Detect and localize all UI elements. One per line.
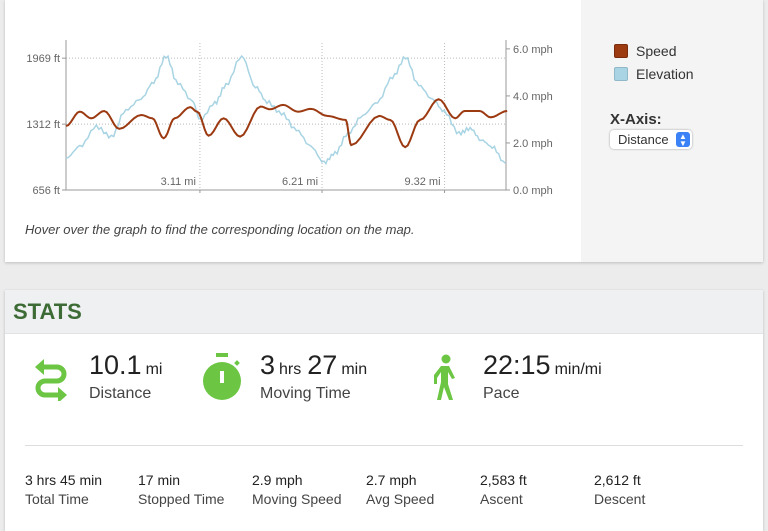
stat-label: Descent: [594, 491, 646, 507]
x-tick-label: 9.32 mi: [404, 176, 440, 188]
x-axis-label: X-Axis:: [610, 111, 662, 128]
y-right-tick-label: 0.0 mph: [513, 185, 553, 197]
y-left-tick-label: 1312 ft: [26, 119, 60, 131]
speed-line: [65, 98, 508, 149]
legend-speed-label: Speed: [636, 43, 677, 59]
chart-card: 656 ft 1312 ft 1969 ft 0.0 mph 2.0 mph 4.0 mp…: [5, 0, 763, 262]
stat-label: Avg Speed: [366, 491, 435, 507]
stats-card: STATS 10.1 mi Distance 3 hrs 27 min Moving T…: [5, 290, 763, 531]
select-arrows-icon: ▲ ▼: [676, 132, 690, 148]
elevation-speed-chart[interactable]: 656 ft 1312 ft 1969 ft 0.0 mph 2.0 mph 4.0 mp…: [5, 0, 581, 210]
stat-value: 2,612 ft: [594, 472, 641, 488]
pace-value: 22:15: [483, 350, 551, 380]
stat-label: Moving Speed: [252, 491, 342, 507]
stat-label: Ascent: [480, 491, 523, 507]
stopwatch-icon: [203, 353, 241, 400]
stat-value: 2.7 mph: [366, 472, 417, 488]
x-tick-label: 6.21 mi: [282, 176, 318, 188]
stat-value: 2,583 ft: [480, 472, 527, 488]
moving-minutes: 27: [307, 350, 338, 380]
y-left-tick-label: 1969 ft: [26, 53, 60, 65]
legend-elevation-label: Elevation: [636, 66, 694, 82]
y-right-tick-label: 2.0 mph: [513, 138, 553, 150]
hours-unit: hrs: [279, 361, 302, 378]
stat-value: 2.9 mph: [252, 472, 303, 488]
avg-speed-stat: 2.7 mph Avg Speed: [366, 472, 434, 507]
stats-title: STATS: [13, 299, 82, 324]
y-right-tick-label: 4.0 mph: [513, 91, 553, 103]
stat-label: Total Time: [25, 491, 89, 507]
ascent-stat: 2,583 ft Ascent: [480, 472, 527, 507]
stats-header: STATS: [5, 290, 763, 334]
moving-hours: 3: [260, 350, 276, 380]
stat-value: 3 hrs 45 min: [25, 472, 103, 488]
moving-time-stat: 3 hrs 27 min Moving Time: [260, 350, 373, 403]
chart-sidebar: Speed Elevation X-Axis: Distance ▲ ▼: [581, 0, 763, 262]
minutes-unit: min: [341, 361, 368, 378]
speed-swatch: [614, 44, 628, 58]
moving-time-label: Moving Time: [260, 385, 351, 402]
moving-speed-stat: 2.9 mph Moving Speed: [252, 472, 342, 507]
pace-label: Pace: [483, 385, 520, 402]
y-left-tick-label: 656 ft: [32, 185, 60, 197]
hover-hint: Hover over the graph to find the corresp…: [25, 222, 415, 237]
pace-unit: min/mi: [554, 361, 602, 378]
walking-person-icon: [434, 354, 455, 400]
stat-value: 17 min: [138, 472, 181, 488]
distance-stat: 10.1 mi Distance: [89, 350, 168, 403]
route-arrows-icon: [35, 359, 67, 401]
y-right-tick-label: 6.0 mph: [513, 44, 553, 56]
x-axis-select[interactable]: Distance ▲ ▼: [610, 130, 692, 149]
legend-elevation[interactable]: Elevation: [614, 66, 694, 82]
stats-divider: [25, 445, 743, 446]
distance-unit: mi: [145, 361, 163, 378]
stopped-time-stat: 17 min Stopped Time: [138, 472, 224, 507]
legend-speed[interactable]: Speed: [614, 43, 676, 59]
pace-stat: 22:15 min/mi Pace: [483, 350, 608, 403]
elevation-line: [65, 54, 506, 166]
distance-value: 10.1: [89, 350, 142, 380]
total-time-stat: 3 hrs 45 min Total Time: [25, 472, 102, 507]
stat-label: Stopped Time: [138, 491, 225, 507]
distance-label: Distance: [89, 385, 152, 402]
descent-stat: 2,612 ft Descent: [594, 472, 645, 507]
elevation-swatch: [614, 67, 628, 81]
x-tick-label: 3.11 mi: [161, 176, 196, 188]
x-axis-selected: Distance: [618, 132, 669, 147]
